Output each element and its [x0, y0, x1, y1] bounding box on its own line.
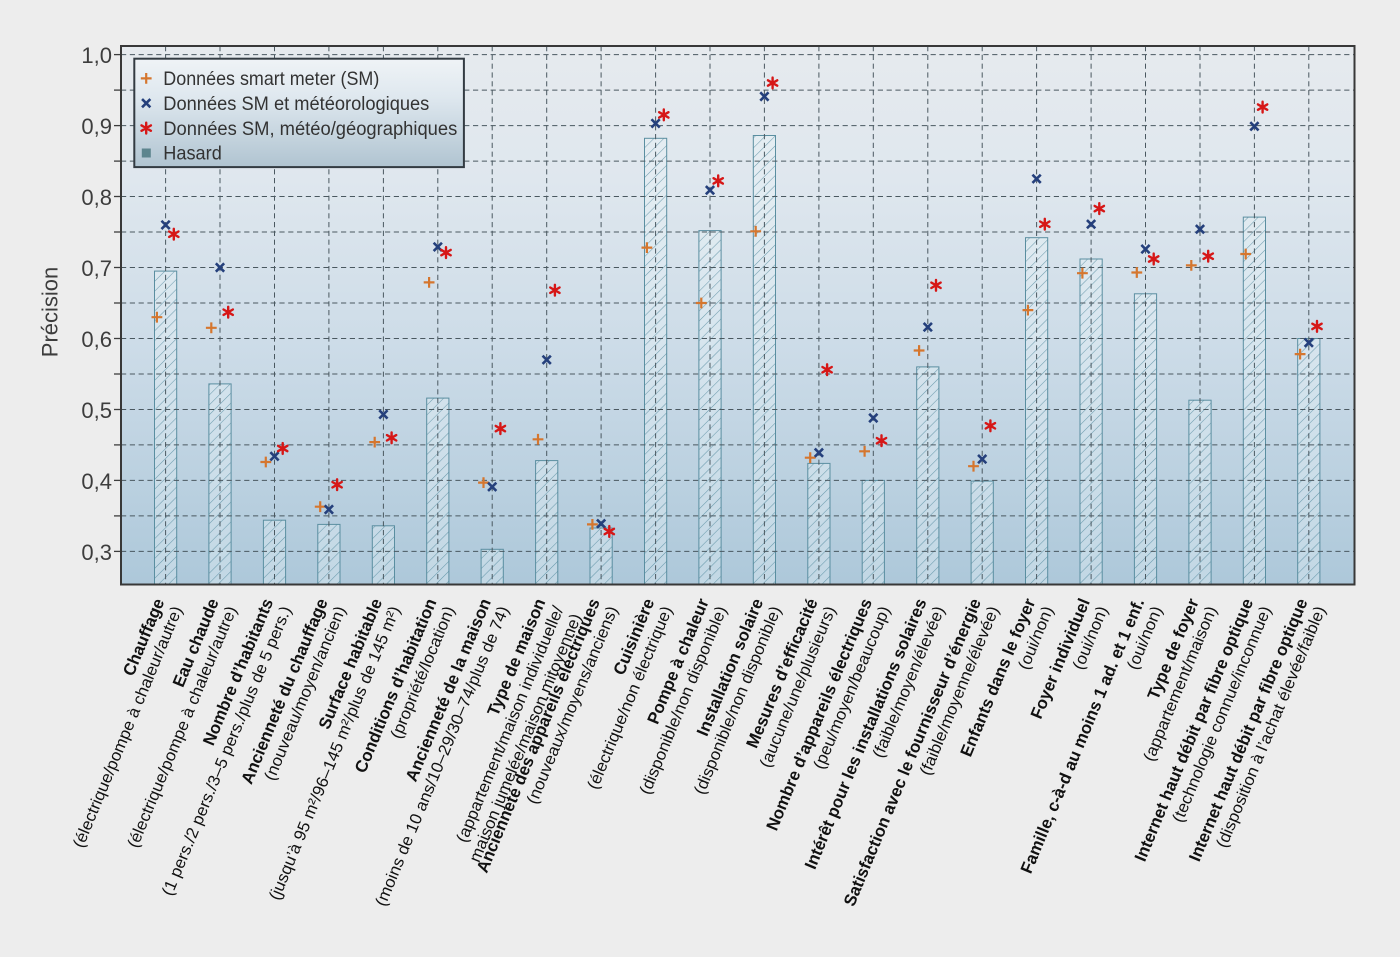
svg-text:0,3: 0,3: [81, 540, 112, 565]
svg-text:Précision: Précision: [38, 267, 63, 357]
svg-text:0,9: 0,9: [81, 114, 112, 139]
svg-text:Données SM et météorologiques: Données SM et météorologiques: [163, 93, 429, 115]
svg-text:Données SM, météo/géographique: Données SM, météo/géographiques: [163, 118, 457, 140]
svg-text:1,0: 1,0: [81, 43, 112, 68]
svg-text:Données smart meter (SM): Données smart meter (SM): [163, 68, 379, 90]
svg-text:0,7: 0,7: [81, 256, 112, 281]
svg-text:0,5: 0,5: [81, 398, 112, 423]
svg-text:0,8: 0,8: [81, 185, 112, 210]
svg-text:0,4: 0,4: [81, 469, 112, 494]
svg-text:Hasard: Hasard: [163, 143, 222, 165]
svg-text:0,6: 0,6: [81, 327, 112, 352]
